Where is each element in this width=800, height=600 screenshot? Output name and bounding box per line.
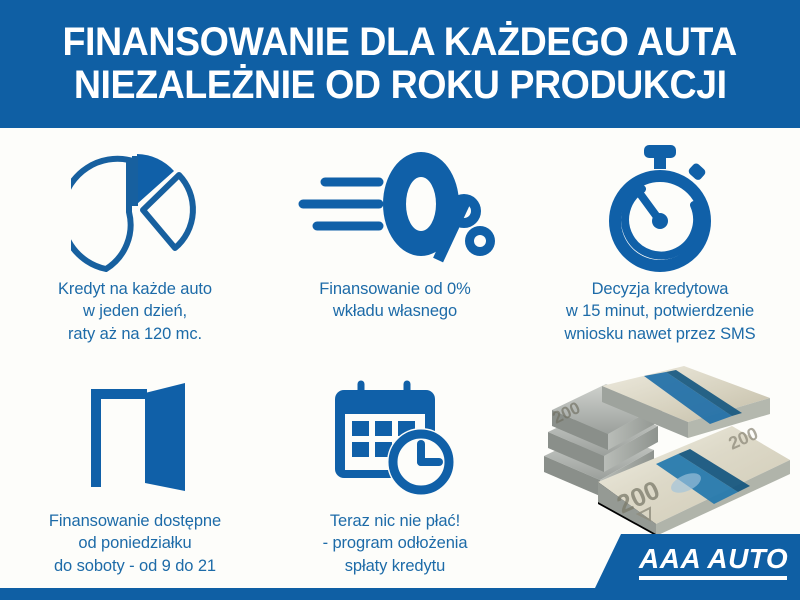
open-door-icon bbox=[73, 374, 197, 506]
caption-line: spłaty kredytu bbox=[344, 556, 446, 575]
feature-caption: Decyzja kredytowa w 15 minut, potwierdze… bbox=[558, 278, 761, 345]
caption-line: wniosku nawet przez SMS bbox=[564, 324, 756, 343]
caption-line: w jeden dzień, bbox=[82, 302, 188, 321]
feature-item-zero-percent: Finansowanie od 0% wkładu własnego bbox=[270, 128, 520, 360]
banknote-art: 200 200 200 bbox=[526, 364, 794, 536]
caption-line: od poniedziałku bbox=[78, 534, 192, 553]
caption-line: w 15 minut, potwierdzenie bbox=[565, 302, 755, 321]
header-banner: FINANSOWANIE DLA KAŻDEGO AUTA NIEZALEŻNI… bbox=[0, 0, 800, 128]
logo-text: AAA AUTO bbox=[639, 543, 789, 574]
stopwatch-icon bbox=[598, 142, 722, 274]
caption-line: Kredyt na każde auto bbox=[58, 280, 212, 298]
aaa-auto-logo[interactable]: AAA AUTO bbox=[595, 534, 800, 588]
feature-item-credit: Kredyt na każde auto w jeden dzień, raty… bbox=[0, 128, 270, 360]
caption-line: Finansowanie dostępne bbox=[48, 512, 222, 530]
feature-caption: Teraz nic nie płać! - program odłożenia … bbox=[317, 510, 474, 577]
feature-grid: Kredyt na każde auto w jeden dzień, raty… bbox=[0, 128, 800, 588]
caption-line: Decyzja kredytowa bbox=[591, 280, 729, 298]
zero-percent-icon bbox=[295, 142, 495, 274]
banknote-stacks-photo: 200 200 200 bbox=[520, 360, 800, 588]
feature-caption: Finansowanie dostępne od poniedziałku do… bbox=[43, 510, 227, 577]
caption-line: raty aż na 120 mc. bbox=[68, 324, 202, 343]
feature-caption: Finansowanie od 0% wkładu własnego bbox=[313, 278, 476, 323]
caption-line: - program odłożenia bbox=[322, 534, 468, 553]
feature-item-decision-time: Decyzja kredytowa w 15 minut, potwierdze… bbox=[520, 128, 800, 360]
headline-line-2: NIEZALEŻNIE OD ROKU PRODUKCJI bbox=[73, 63, 727, 107]
feature-caption: Kredyt na każde auto w jeden dzień, raty… bbox=[52, 278, 218, 345]
caption-line: Finansowanie od 0% bbox=[319, 280, 471, 298]
calendar-clock-icon bbox=[327, 374, 463, 506]
caption-line: Teraz nic nie płać! bbox=[329, 512, 461, 530]
feature-item-deferred-payment: Teraz nic nie płać! - program odłożenia … bbox=[270, 360, 520, 588]
pie-chart-icon bbox=[71, 142, 199, 274]
bottom-bar bbox=[0, 588, 800, 600]
headline-line-1: FINANSOWANIE DLA KAŻDEGO AUTA bbox=[62, 19, 738, 64]
feature-item-opening-hours: Finansowanie dostępne od poniedziałku do… bbox=[0, 360, 270, 588]
logo-underline bbox=[639, 576, 787, 580]
caption-line: wkładu własnego bbox=[332, 302, 458, 321]
caption-line: do soboty - od 9 do 21 bbox=[53, 556, 216, 575]
